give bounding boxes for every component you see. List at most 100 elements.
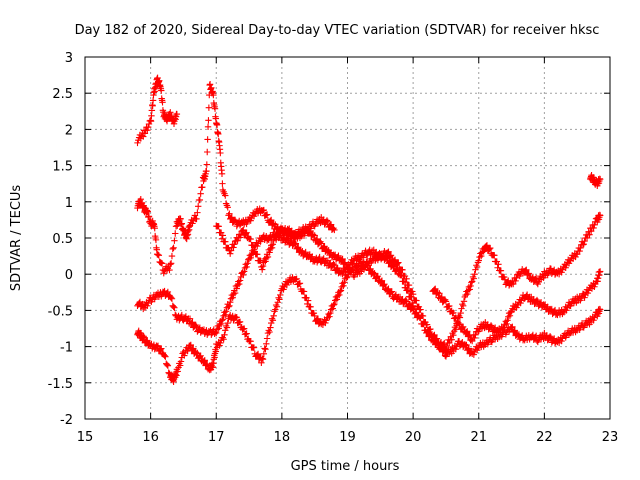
data-point: [249, 242, 257, 249]
data-point: [234, 237, 241, 244]
data-point: [231, 289, 239, 297]
data-point: [227, 247, 235, 254]
data-point: [524, 271, 532, 278]
axis-ticks: 15 16 17 18 19 20 21 22 23 -2 -1.5 -1 -0.5 0 0.5 1 1.5 2 2…: [48, 51, 619, 445]
data-point: [270, 312, 277, 320]
data-point: [220, 336, 227, 343]
data-point: [263, 211, 271, 218]
data-point: [262, 258, 269, 265]
data-point: [229, 294, 236, 301]
data-point: [266, 328, 273, 336]
data-point: [341, 259, 349, 266]
data-point: [378, 277, 386, 284]
data-point: [341, 279, 348, 286]
x-tick-label: 15: [77, 430, 94, 445]
data-point: [177, 358, 185, 365]
data-point: [203, 167, 210, 175]
data-point: [573, 251, 581, 258]
data-point: [218, 170, 226, 178]
data-point: [243, 263, 250, 271]
data-point: [442, 298, 450, 305]
data-point: [576, 247, 583, 255]
data-point: [167, 261, 174, 268]
data-point: [196, 353, 204, 360]
data-point: [263, 340, 270, 348]
data-point: [590, 224, 597, 232]
data-point: [466, 286, 473, 293]
data-point: [204, 136, 211, 143]
data-point: [450, 332, 457, 339]
data-point: [254, 251, 261, 258]
data-point: [458, 305, 465, 312]
y-tick-label: -0.5: [48, 304, 73, 319]
y-tick-label: 1: [65, 196, 73, 211]
data-point: [513, 274, 520, 281]
data-point: [339, 255, 346, 263]
data-point: [532, 274, 540, 282]
data-point: [266, 249, 273, 256]
data-point: [596, 268, 604, 275]
data-point: [330, 260, 337, 268]
data-point: [212, 348, 220, 355]
data-point: [143, 338, 150, 345]
data-point: [240, 271, 247, 279]
data-point: [236, 318, 244, 326]
data-point: [219, 180, 226, 187]
data-point: [577, 244, 584, 252]
data-point: [497, 267, 505, 274]
data-point: [268, 244, 276, 252]
data-point: [387, 289, 395, 296]
data-point: [254, 351, 261, 358]
y-tick-label: 2: [65, 123, 73, 138]
data-point: [144, 126, 151, 134]
data-point: [147, 117, 155, 125]
data-point: [149, 97, 157, 104]
series-arc-e: [213, 222, 404, 281]
data-point: [163, 361, 171, 368]
data-point: [225, 303, 232, 310]
x-tick-label: 17: [208, 430, 225, 445]
data-point: [464, 328, 471, 335]
data-point: [587, 227, 595, 235]
data-point: [267, 217, 274, 225]
data-point: [186, 315, 194, 322]
data-point: [236, 234, 244, 241]
data-point: [580, 241, 587, 248]
data-point: [140, 334, 148, 341]
data-point: [148, 112, 155, 119]
data-point: [313, 316, 321, 323]
data-point: [258, 266, 266, 273]
data-point: [596, 176, 604, 183]
data-point: [243, 330, 250, 337]
data-point: [189, 319, 196, 326]
data-point: [193, 215, 200, 223]
data-point: [596, 306, 604, 313]
data-point: [268, 315, 276, 322]
data-point: [171, 304, 178, 311]
data-point: [335, 252, 342, 259]
data-point: [222, 192, 229, 199]
data-point: [331, 300, 338, 308]
data-point: [443, 342, 450, 350]
data-point: [512, 277, 519, 285]
data-point: [164, 288, 172, 296]
data-point: [200, 357, 208, 365]
data-point: [178, 311, 185, 319]
data-point: [154, 342, 162, 349]
data-point: [193, 350, 200, 358]
data-point: [217, 320, 225, 328]
data-point: [388, 288, 395, 295]
data-point: [391, 256, 399, 263]
data-point: [227, 214, 235, 222]
data-point: [373, 273, 381, 281]
x-tick-label: 18: [274, 430, 291, 445]
data-point: [405, 281, 413, 289]
data-point: [240, 268, 248, 275]
data-point: [226, 302, 233, 309]
data-point: [430, 332, 437, 339]
data-point: [391, 257, 398, 264]
data-point: [503, 320, 510, 328]
data-point: [419, 312, 427, 320]
data-point: [188, 319, 195, 327]
data-point: [224, 204, 231, 211]
